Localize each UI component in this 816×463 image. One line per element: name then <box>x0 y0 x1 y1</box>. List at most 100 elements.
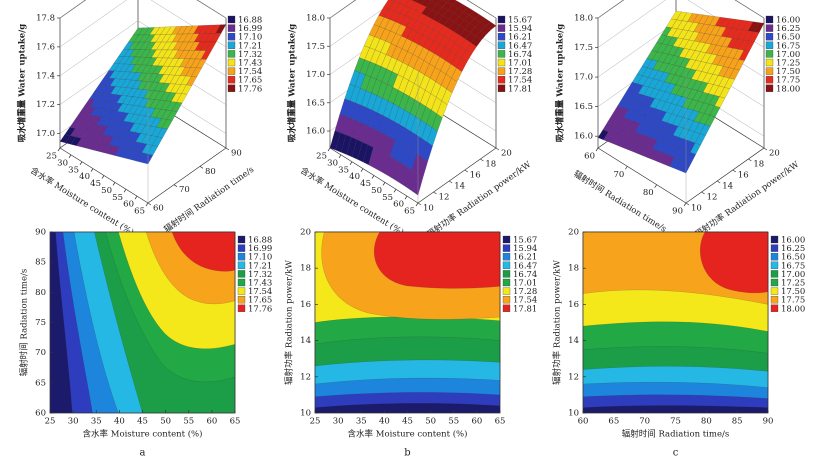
x-tick <box>79 161 83 165</box>
legend-label: 17.81 <box>513 304 537 314</box>
y-tick-label: 14 <box>454 182 465 192</box>
x-tick-label: 40 <box>349 172 360 182</box>
contour-plot: 60 65 70 75 80 85 90 10 12 14 16 18 20 辐射时间 Radiation… <box>552 228 774 459</box>
x-tick <box>327 147 331 152</box>
grid-line <box>59 20 139 76</box>
y-axis <box>147 147 227 204</box>
legend-swatch <box>765 84 774 92</box>
legend-label: 17.50 <box>776 67 800 77</box>
legend-label: 17.65 <box>248 296 272 306</box>
z-tick-label: 17.0 <box>306 70 325 80</box>
legend-swatch <box>765 15 774 24</box>
legend-label: 16.75 <box>781 261 805 271</box>
x-tick-label: 35 <box>91 417 102 427</box>
y-tick-label: 12 <box>300 372 311 382</box>
y-axis-label: 辐射功率 Radiation power/kW <box>284 260 295 385</box>
z-tick-label: 17.6 <box>36 42 55 52</box>
legend-swatch <box>502 244 511 252</box>
z-tick-label: 17.5 <box>306 42 325 52</box>
z-tick-label: 16.0 <box>574 132 593 142</box>
x-axis <box>597 147 687 204</box>
y-tick <box>417 202 422 206</box>
x-tick-label: 85 <box>732 417 743 427</box>
legend-label: 17.76 <box>248 304 272 314</box>
legend-label: 16.25 <box>776 24 800 34</box>
grid-line <box>597 0 666 48</box>
y-tick-label: 10 <box>568 409 579 419</box>
y-tick-label: 14 <box>722 182 733 192</box>
z-tick-label: 18.0 <box>306 14 325 24</box>
legend-label: 17.00 <box>776 50 800 60</box>
x-tick <box>134 195 138 200</box>
y-tick-label: 10 <box>691 204 702 214</box>
x-tick-label: 40 <box>79 172 90 182</box>
legend-swatch <box>237 296 246 304</box>
y-tick-label: 70 <box>179 185 190 195</box>
x-axis-label: 辐射时间 Radiation time/s <box>622 429 729 440</box>
legend-swatch <box>227 33 236 41</box>
legend-label: 17.25 <box>781 279 805 289</box>
z-tick-label: 16.0 <box>306 127 325 137</box>
legend-label: 17.00 <box>781 270 805 280</box>
x-tick-label: 50 <box>101 186 112 196</box>
x-tick-label: 60 <box>123 200 134 210</box>
x-tick-label: 35 <box>356 417 367 427</box>
z-tick-label: 17.4 <box>36 71 55 81</box>
y-tick-label: 12 <box>707 193 718 203</box>
x-tick-label: 50 <box>160 417 171 427</box>
x-tick-label: 45 <box>137 417 148 427</box>
legend-swatch <box>237 244 246 252</box>
y-tick <box>464 169 468 173</box>
x-tick-label: 25 <box>46 152 57 162</box>
legend-label: 15.94 <box>508 24 532 34</box>
legend-label: 17.54 <box>513 296 537 306</box>
legend-label: 17.21 <box>248 261 272 271</box>
legend-swatch <box>497 33 506 41</box>
y-tick <box>685 202 690 206</box>
y-axis-label: 辐射时间 Radiation time/s <box>19 269 30 376</box>
legend-swatch <box>765 58 774 67</box>
grid-line <box>59 0 86 19</box>
surface-plot: 16.0 16.5 17.0 17.5 18.0 60 70 80 90 10 12 14 16 18 20… <box>555 0 801 240</box>
y-tick-label: 10 <box>423 204 434 214</box>
surface-patch <box>412 173 423 196</box>
legend-swatch <box>770 244 779 252</box>
x-tick <box>404 195 408 200</box>
y-tick-label: 18 <box>300 264 311 274</box>
y-tick-label: 18 <box>753 160 764 170</box>
y-tick-label: 80 <box>35 288 46 298</box>
legend-label: 16.50 <box>776 33 800 43</box>
legend-swatch <box>502 278 511 287</box>
legend-label: 17.50 <box>781 287 805 297</box>
legend-label: 17.43 <box>238 59 262 69</box>
legend-swatch <box>770 270 779 278</box>
grid-line <box>329 0 356 19</box>
x-axis-label: 含水率 Moisture content (%) <box>348 429 468 440</box>
x-tick-label: 25 <box>310 417 321 427</box>
x-tick <box>393 189 397 193</box>
x-tick <box>338 154 342 159</box>
legend-swatch <box>765 67 774 75</box>
z-tick-label: 17.0 <box>574 73 593 83</box>
legend-swatch <box>765 24 774 32</box>
x-tick-label: 60 <box>584 152 595 162</box>
legend-swatch <box>502 235 511 244</box>
legend-label: 17.01 <box>513 279 537 289</box>
x-tick <box>371 175 375 179</box>
y-tick <box>449 180 453 184</box>
x-tick <box>145 202 149 207</box>
x-tick <box>360 168 364 172</box>
legend-swatch <box>237 270 246 278</box>
x-tick-label: 30 <box>333 417 344 427</box>
x-tick <box>123 189 127 193</box>
legend-swatch <box>770 296 779 304</box>
x-tick-label: 30 <box>68 417 79 427</box>
x-tick-label: 45 <box>90 179 101 189</box>
legend-label: 16.21 <box>513 253 537 263</box>
grid-line <box>466 0 497 19</box>
legend-swatch <box>502 253 511 261</box>
y-tick-label: 16 <box>470 171 481 181</box>
y-tick-label: 80 <box>205 167 216 177</box>
